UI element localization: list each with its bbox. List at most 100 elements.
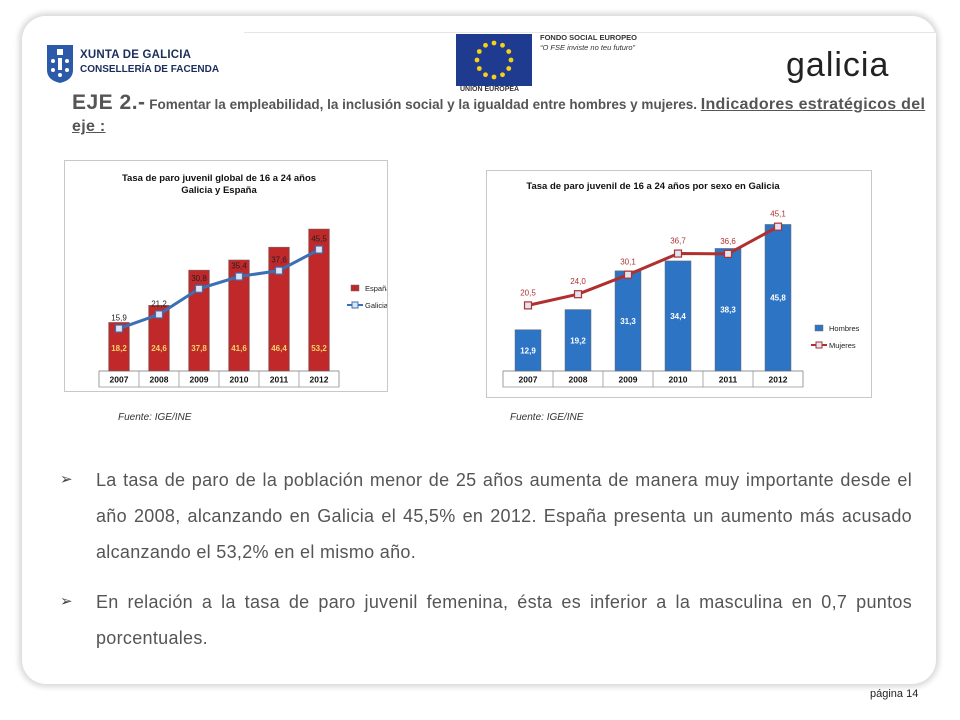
eu-star-icon <box>476 66 482 71</box>
x-tick-label: 2012 <box>769 375 788 385</box>
bar-data-label: 18,2 <box>111 344 127 353</box>
line-point <box>723 249 733 258</box>
legend-marker <box>815 341 823 349</box>
eu-star-icon <box>491 74 497 80</box>
x-tick-label: 2008 <box>150 375 169 385</box>
x-tick-label: 2011 <box>719 375 738 385</box>
line-data-label: 37,6 <box>271 256 287 265</box>
line-data-label: 36,7 <box>670 237 686 246</box>
line-point <box>114 324 124 333</box>
line-point <box>673 249 683 258</box>
line-data-label: 45,1 <box>770 210 786 219</box>
bar <box>514 329 542 372</box>
x-tick-label: 2007 <box>519 375 538 385</box>
legend-label: Mujeres <box>829 341 856 350</box>
title-prefix: EJE 2.- <box>72 91 146 114</box>
x-tick-label: 2011 <box>270 375 289 385</box>
bar <box>148 305 170 372</box>
line-data-label: 35,4 <box>231 262 247 271</box>
legend-bar-swatch <box>350 284 360 292</box>
eu-star-icon <box>491 40 497 46</box>
chart-global: Tasa de paro juvenil global de 16 a 24 a… <box>98 173 391 388</box>
bar-data-label: 38,3 <box>720 306 736 315</box>
bar-data-label: 19,2 <box>570 336 586 345</box>
xunta-name: XUNTA DE GALICIA <box>80 49 192 61</box>
line-point <box>314 245 324 254</box>
eu-star-icon <box>483 42 488 48</box>
title-text: Fomentar la empleabilidad, la inclusión … <box>145 97 701 112</box>
chart-title: Tasa de paro juvenil de 16 a 24 años por… <box>526 181 780 192</box>
line-point <box>773 222 783 231</box>
line-data-label: 36,6 <box>720 237 736 246</box>
bullet-arrow-icon: ➢ <box>60 593 73 610</box>
bar-data-label: 46,4 <box>271 344 287 353</box>
title-subtitle: Indicadores estratégicos del eje : <box>72 96 926 135</box>
chart-title: Tasa de paro juvenil global de 16 a 24 a… <box>122 173 316 184</box>
x-tick-label: 2010 <box>230 375 249 385</box>
x-tick-label: 2007 <box>110 375 129 385</box>
chart-global-source: Fuente: IGE/INE <box>118 412 192 423</box>
xunta-shield-icon <box>47 45 73 83</box>
line-data-label: 21,2 <box>151 299 167 308</box>
eu-flag-icon <box>456 34 532 86</box>
bar-data-label: 34,4 <box>670 312 686 321</box>
x-tick-label: 2008 <box>569 375 588 385</box>
bar <box>308 228 330 372</box>
chart-subtitle: Galicia y España <box>181 185 257 196</box>
bar <box>614 270 642 372</box>
legend-label: Galicia <box>365 301 387 310</box>
bullet-item: ➢ La tasa de paro de la población menor … <box>60 462 912 570</box>
line-data-label: 45,5 <box>311 235 327 244</box>
slide-title: EJE 2.- Fomentar la empleabilidad, la in… <box>72 92 932 138</box>
bar <box>714 248 742 372</box>
x-tick-label: 2012 <box>310 375 329 385</box>
eu-star-icon <box>506 49 512 54</box>
eu-star-icon <box>474 57 480 63</box>
bar <box>764 224 792 372</box>
bar <box>564 309 592 372</box>
chart-sexo: Tasa de paro juvenil de 16 a 24 años por… <box>502 181 860 388</box>
series-line <box>118 248 320 330</box>
xunta-dept: CONSELLERÍA DE FACENDA <box>80 64 220 75</box>
x-tick-label: 2009 <box>190 375 209 385</box>
line-point <box>194 284 204 293</box>
bar <box>108 322 130 372</box>
line-data-label: 24,0 <box>570 277 586 286</box>
line-data-label: 30,1 <box>620 258 636 267</box>
bar <box>268 246 290 372</box>
legend-label: España <box>365 284 387 293</box>
bullet-arrow-icon: ➢ <box>60 471 73 488</box>
eu-fund-label: FONDO SOCIAL EUROPEO <box>540 33 637 42</box>
x-tick-label: 2009 <box>619 375 638 385</box>
line-data-label: 20,5 <box>520 288 536 297</box>
bar <box>664 260 692 372</box>
eu-star-icon <box>500 42 505 48</box>
bullet-list: ➢ La tasa de paro de la población menor … <box>60 462 912 670</box>
legend-marker <box>351 301 359 309</box>
eu-star-icon <box>506 66 512 71</box>
line-data-label: 15,9 <box>111 314 127 323</box>
eu-motto: “O FSE inviste no teu futuro” <box>540 43 636 52</box>
line-point <box>154 310 164 319</box>
bullet-text: La tasa de paro de la población menor de… <box>96 470 912 562</box>
x-tick-label: 2010 <box>669 375 688 385</box>
header-bar <box>244 32 936 103</box>
chart-sexo-source: Fuente: IGE/INE <box>510 412 584 423</box>
chart-global-box: Tasa de paro juvenil global de 16 a 24 a… <box>64 160 391 392</box>
line-point <box>274 266 284 275</box>
bar-data-label: 53,2 <box>311 344 327 353</box>
galicia-logo: galicia <box>786 46 890 84</box>
page-number: página 14 <box>870 688 919 700</box>
line-point <box>523 301 533 310</box>
line-data-label: 30,8 <box>191 274 207 283</box>
bullet-item: ➢ En relación a la tasa de paro juvenil … <box>60 584 912 656</box>
eu-star-icon <box>500 72 505 78</box>
bar <box>228 259 250 372</box>
bar-data-label: 12,9 <box>520 346 536 355</box>
legend-label: Hombres <box>829 324 860 333</box>
chart-sexo-box: Tasa de paro juvenil de 16 a 24 años por… <box>486 170 872 398</box>
legend-bar-swatch <box>814 324 824 332</box>
bullet-text: En relación a la tasa de paro juvenil fe… <box>96 592 912 648</box>
line-point <box>623 270 633 279</box>
bar-data-label: 31,3 <box>620 317 636 326</box>
